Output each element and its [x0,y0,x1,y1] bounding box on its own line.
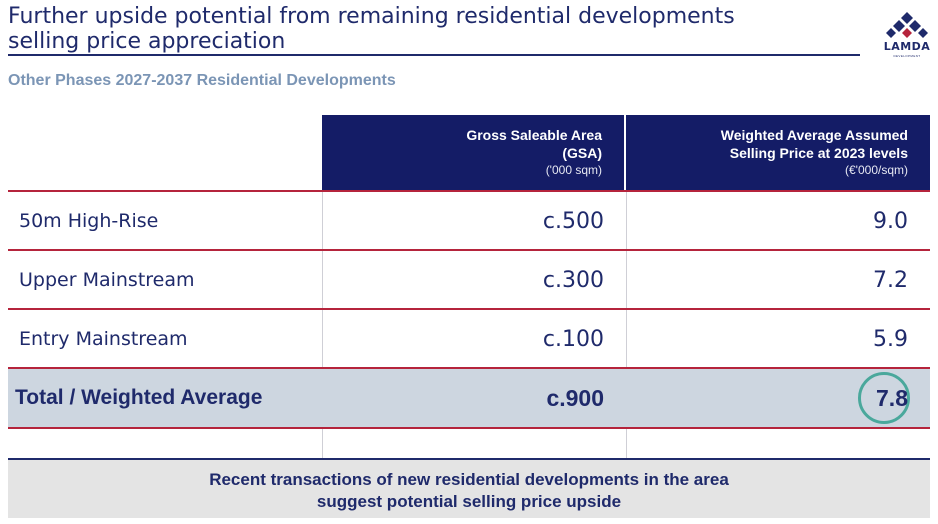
row-gsa: c.100 [542,326,604,352]
header-gsa-line1: Gross Saleable Area [466,127,602,143]
row-divider [8,190,930,192]
total-price: 7.8 [876,384,908,411]
table-row: Entry Mainstream c.100 5.9 [8,310,930,368]
row-divider [8,249,930,251]
table-row: Upper Mainstream c.300 7.2 [8,251,930,309]
row-label: 50m High-Rise [19,210,159,232]
header-price-line2: Selling Price at 2023 levels [729,145,908,161]
row-gsa: c.500 [542,208,604,234]
column-divider [322,191,323,503]
callout-line-2: suggest potential selling price upside [316,492,622,511]
lamda-logo: LAMDA DEVELOPMENT [878,10,936,58]
header-empty-cell [8,115,322,191]
table-row: 50m High-Rise c.500 9.0 [8,192,930,250]
header-gsa: Gross Saleable Area (GSA) ('000 sqm) [322,115,626,191]
table-header-row: Gross Saleable Area (GSA) ('000 sqm) Wei… [8,115,930,191]
total-gsa: c.900 [546,384,604,411]
total-label: Total / Weighted Average [15,386,263,409]
row-divider [8,367,930,369]
row-price: 5.9 [873,326,908,352]
row-price: 7.2 [873,267,908,293]
diamond-logo-icon [886,12,928,38]
header-price-unit: (€'000/sqm) [845,163,908,177]
title-line-1: Further upside potential from remaining … [8,4,735,29]
title-line-2: selling price appreciation [8,29,286,54]
row-divider [8,427,930,429]
logo-wordmark: LAMDA [883,40,931,53]
row-label: Entry Mainstream [19,328,188,350]
total-row: Total / Weighted Average c.900 7.8 [8,369,930,427]
highlight-circle [858,372,910,424]
page-title: Further upside potential from remaining … [8,4,808,54]
header-gsa-unit: ('000 sqm) [545,163,602,177]
row-price: 9.0 [873,208,908,234]
header-gsa-line2: (GSA) [562,145,602,161]
row-gsa: c.300 [542,267,604,293]
header-price: Weighted Average Assumed Selling Price a… [626,115,930,191]
row-divider [8,308,930,310]
title-underline [8,54,860,56]
row-label: Upper Mainstream [19,269,195,291]
callout-box: Recent transactions of new residential d… [8,458,930,518]
callout-line-1: Recent transactions of new residential d… [209,470,729,489]
logo-tagline: DEVELOPMENT [893,54,921,58]
header-price-line1: Weighted Average Assumed [720,127,908,143]
column-divider [626,191,627,503]
section-subtitle: Other Phases 2027-2037 Residential Devel… [8,72,396,89]
